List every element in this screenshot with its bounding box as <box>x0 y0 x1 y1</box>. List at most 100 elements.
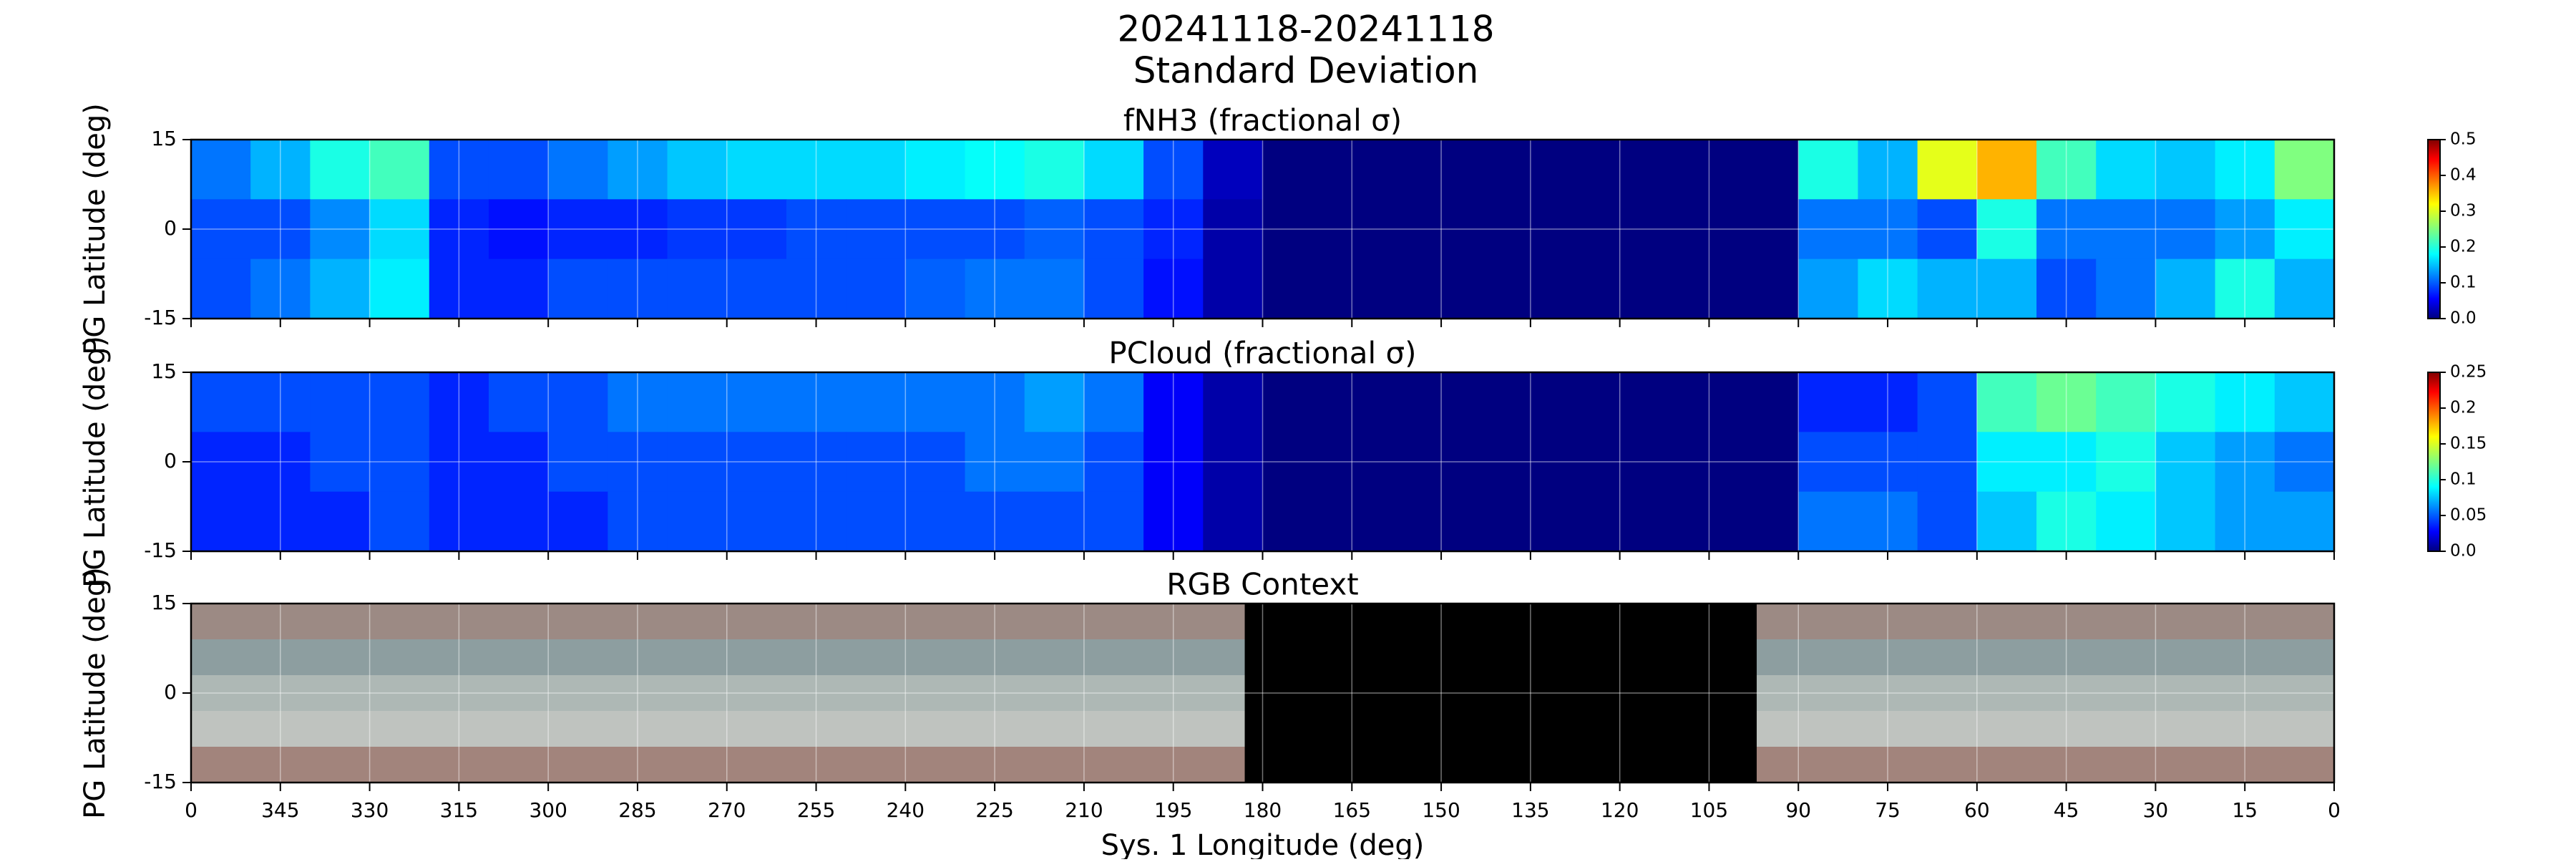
x-tick-label: 90 <box>1785 798 1811 822</box>
panel-title: fNH3 (fractional σ) <box>1123 103 1402 138</box>
x-tick-label: 300 <box>529 798 567 822</box>
y-tick-label: -15 <box>144 306 177 329</box>
heatmap-cell <box>1024 258 1085 319</box>
heatmap-cell <box>905 491 966 552</box>
heatmap-cell <box>1858 199 1918 260</box>
heatmap-cell <box>1739 372 1799 432</box>
heatmap-cell <box>1679 258 1740 319</box>
heatmap-cell <box>2155 372 2216 432</box>
heatmap-cell <box>1203 258 1264 319</box>
heatmap-cell <box>250 372 311 432</box>
heatmap-cell <box>548 258 608 319</box>
heatmap-cell <box>905 199 966 260</box>
heatmap-cell <box>1083 140 1144 200</box>
heatmap-cell <box>548 491 608 552</box>
heatmap-cell <box>548 372 608 432</box>
heatmap-cell <box>310 199 371 260</box>
x-tick-label: 270 <box>708 798 746 822</box>
x-axis-label: Sys. 1 Longitude (deg) <box>1101 829 1425 859</box>
heatmap-cell <box>1739 432 1799 493</box>
x-tick-label: 30 <box>2143 798 2169 822</box>
heatmap-cell <box>1322 199 1382 260</box>
heatmap-cell <box>1381 199 1442 260</box>
heatmap-cell <box>1739 140 1799 200</box>
heatmap-cell <box>786 258 847 319</box>
heatmap-cell <box>369 491 430 552</box>
heatmap-cell <box>608 432 668 493</box>
heatmap-cell <box>1143 372 1204 432</box>
heatmap-cell <box>786 140 847 200</box>
heatmap-cell <box>1798 140 1859 200</box>
heatmap-cell <box>1501 258 1561 319</box>
x-tick-label: 315 <box>440 798 478 822</box>
heatmap-cell <box>726 258 787 319</box>
heatmap-cell <box>2274 199 2335 260</box>
heatmap-cell <box>2215 432 2275 493</box>
heatmap-cell <box>2155 140 2216 200</box>
heatmap-cell <box>1679 432 1740 493</box>
heatmap-cell <box>429 432 489 493</box>
heatmap-cell <box>1560 432 1621 493</box>
x-tick-label: 195 <box>1154 798 1192 822</box>
heatmap-cell <box>1739 258 1799 319</box>
colorbar-tick-label: 0.3 <box>2450 202 2477 221</box>
heatmap-cell <box>1858 140 1918 200</box>
heatmap-cell <box>2036 258 2097 319</box>
heatmap-cell <box>905 258 966 319</box>
colorbar-tick-label: 0.25 <box>2450 363 2487 382</box>
heatmap-cell <box>191 258 251 319</box>
heatmap-cell <box>1322 491 1382 552</box>
x-tick-label: 180 <box>1244 798 1282 822</box>
heatmap-cell <box>310 491 371 552</box>
heatmap-cell <box>1798 432 1859 493</box>
heatmap-cell <box>548 199 608 260</box>
heatmap-cell <box>2215 258 2275 319</box>
heatmap-cell <box>250 140 311 200</box>
heatmap-cell <box>1976 199 2037 260</box>
heatmap-cell <box>1798 372 1859 432</box>
heatmap-cell <box>846 372 906 432</box>
heatmap-cell <box>965 491 1025 552</box>
colorbar-tick-label: 0.4 <box>2450 166 2477 185</box>
heatmap-cell <box>2274 372 2335 432</box>
heatmap-cell <box>429 199 489 260</box>
heatmap-cell <box>1858 491 1918 552</box>
heatmap-cell <box>846 432 906 493</box>
heatmap-cell <box>310 372 371 432</box>
heatmap-cell <box>1262 372 1323 432</box>
heatmap-cell <box>1501 491 1561 552</box>
heatmap-cell <box>965 432 1025 493</box>
heatmap-cell <box>846 199 906 260</box>
heatmap-cell <box>1262 140 1323 200</box>
heatmap-cell <box>250 199 311 260</box>
heatmap-cell <box>191 199 251 260</box>
heatmap-cell <box>965 199 1025 260</box>
heatmap-cell <box>429 140 489 200</box>
heatmap-cell <box>1381 432 1442 493</box>
heatmap-cell <box>1501 140 1561 200</box>
heatmap-cell <box>2215 140 2275 200</box>
heatmap-cell <box>608 199 668 260</box>
heatmap-cell <box>1441 432 1501 493</box>
heatmap-cell <box>846 258 906 319</box>
heatmap-cell <box>2096 491 2157 552</box>
heatmap-cell <box>1322 258 1382 319</box>
heatmap-cell <box>1381 491 1442 552</box>
x-tick-label: 15 <box>2232 798 2258 822</box>
heatmap-cell <box>2155 491 2216 552</box>
heatmap-cell <box>667 258 728 319</box>
y-axis-label: PG Latitude (deg) <box>79 103 112 355</box>
heatmap-cell <box>2155 199 2216 260</box>
heatmap-cell <box>2036 140 2097 200</box>
heatmap-cell <box>1441 199 1501 260</box>
heatmap-cell <box>1798 491 1859 552</box>
heatmap-cell <box>488 140 549 200</box>
y-tick-label: -15 <box>144 538 177 562</box>
heatmap-cell <box>1024 372 1085 432</box>
y-axis-label: PG Latitude (deg) <box>79 336 112 588</box>
x-tick-label: 285 <box>618 798 656 822</box>
heatmap-cell <box>1203 432 1264 493</box>
heatmap-cell <box>488 372 549 432</box>
heatmap-cell <box>1560 372 1621 432</box>
heatmap-cell <box>965 258 1025 319</box>
